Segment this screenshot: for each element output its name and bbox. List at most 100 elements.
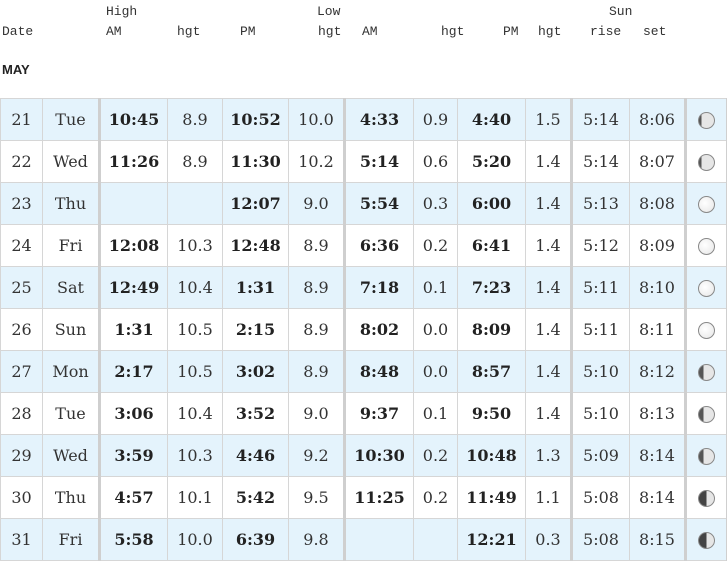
high-am-height-cell: 10.3 — [167, 434, 223, 477]
low-am-height-cell: 0.0 — [413, 308, 458, 351]
high-am-time-cell: 3:59 — [98, 434, 168, 477]
header-low-pm-hgt: hgt — [538, 24, 562, 39]
header-low-am-hgt: hgt — [441, 24, 465, 39]
moon-phase-cell — [684, 392, 727, 435]
sunrise-cell: 5:14 — [570, 140, 630, 183]
tide-table-header: High Low Sun Date AM hgt PM hgt AM hgt P… — [0, 0, 727, 95]
high-pm-time-cell: 12:48 — [222, 224, 289, 267]
sunset-cell: 8:07 — [629, 140, 686, 183]
high-am-height-cell: 10.1 — [167, 476, 223, 519]
low-pm-time-cell: 4:40 — [457, 98, 526, 141]
day-cell: Thu — [42, 182, 100, 225]
day-cell: Tue — [42, 98, 100, 141]
table-row: 25 Sat 12:49 10.4 1:31 8.9 7:18 0.1 7:23 1.4 5:11 8… — [0, 266, 727, 309]
half-moon-icon — [698, 490, 715, 507]
high-pm-height-cell: 8.9 — [288, 224, 345, 267]
full-moon-icon — [698, 280, 715, 297]
sunset-cell: 8:13 — [629, 392, 686, 435]
low-pm-height-cell: 1.1 — [525, 476, 572, 519]
high-am-height-cell: 10.3 — [167, 224, 223, 267]
low-am-height-cell: 0.9 — [413, 98, 458, 141]
moon-phase-cell — [684, 308, 727, 351]
low-am-height-cell: 0.2 — [413, 224, 458, 267]
high-am-height-cell: 8.9 — [167, 140, 223, 183]
low-pm-time-cell: 8:09 — [457, 308, 526, 351]
low-am-time-cell: 4:33 — [343, 98, 414, 141]
high-pm-height-cell: 9.2 — [288, 434, 345, 477]
day-cell: Sat — [42, 266, 100, 309]
day-cell: Sun — [42, 308, 100, 351]
header-date: Date — [2, 24, 34, 39]
high-pm-height-cell: 8.9 — [288, 350, 345, 393]
low-pm-time-cell: 5:20 — [457, 140, 526, 183]
low-am-height-cell: 0.0 — [413, 350, 458, 393]
sunrise-cell: 5:08 — [570, 476, 630, 519]
day-cell: Wed — [42, 434, 100, 477]
low-am-time-cell: 5:54 — [343, 182, 414, 225]
sunrise-cell: 5:10 — [570, 392, 630, 435]
low-pm-height-cell: 1.4 — [525, 140, 572, 183]
day-cell: Mon — [42, 350, 100, 393]
low-pm-height-cell: 1.4 — [525, 308, 572, 351]
high-am-time-cell: 5:58 — [98, 518, 168, 561]
high-pm-time-cell: 10:52 — [222, 98, 289, 141]
low-am-height-cell: 0.1 — [413, 392, 458, 435]
sunset-cell: 8:14 — [629, 434, 686, 477]
sunrise-cell: 5:08 — [570, 518, 630, 561]
moon-phase-cell — [684, 350, 727, 393]
high-am-time-cell: 12:08 — [98, 224, 168, 267]
moon-phase-cell — [684, 140, 727, 183]
high-am-time-cell: 4:57 — [98, 476, 168, 519]
high-pm-height-cell: 10.0 — [288, 98, 345, 141]
waxing-gibbous-icon — [698, 364, 715, 381]
date-cell: 27 — [0, 350, 43, 393]
date-cell: 24 — [0, 224, 43, 267]
header-high: High — [106, 4, 138, 19]
low-am-time-cell: 10:30 — [343, 434, 414, 477]
low-am-height-cell: 0.6 — [413, 140, 458, 183]
high-am-time-cell: 2:17 — [98, 350, 168, 393]
header-sun-rise: rise — [590, 24, 622, 39]
tide-table: 21 Tue 10:45 8.9 10:52 10.0 4:33 0.9 4:40 1.5 5:14… — [0, 98, 727, 561]
moon-phase-cell — [684, 224, 727, 267]
full-moon-icon — [698, 322, 715, 339]
sunset-cell: 8:08 — [629, 182, 686, 225]
low-pm-time-cell: 10:48 — [457, 434, 526, 477]
header-high-pm: PM — [240, 24, 256, 39]
low-am-height-cell: 0.2 — [413, 434, 458, 477]
sunrise-cell: 5:11 — [570, 308, 630, 351]
high-am-height-cell — [167, 182, 223, 225]
high-pm-time-cell: 12:07 — [222, 182, 289, 225]
low-am-height-cell: 0.1 — [413, 266, 458, 309]
high-am-height-cell: 8.9 — [167, 98, 223, 141]
table-row: 23 Thu 12:07 9.0 5:54 0.3 6:00 1.4 5:13 8:08 — [0, 182, 727, 225]
waning-gibbous-icon — [698, 112, 715, 129]
low-pm-height-cell: 1.4 — [525, 350, 572, 393]
high-pm-time-cell: 3:52 — [222, 392, 289, 435]
sunrise-cell: 5:14 — [570, 98, 630, 141]
table-row: 29 Wed 3:59 10.3 4:46 9.2 10:30 0.2 10:48 1.3 5:09… — [0, 434, 727, 477]
table-row: 31 Fri 5:58 10.0 6:39 9.8 12:21 0.3 5:08 8:15 — [0, 518, 727, 561]
high-pm-height-cell: 10.2 — [288, 140, 345, 183]
sunrise-cell: 5:09 — [570, 434, 630, 477]
date-cell: 29 — [0, 434, 43, 477]
high-am-height-cell: 10.4 — [167, 266, 223, 309]
sunrise-cell: 5:10 — [570, 350, 630, 393]
table-row: 30 Thu 4:57 10.1 5:42 9.5 11:25 0.2 11:49 1.1 5:08… — [0, 476, 727, 519]
waning-gibbous-icon — [698, 154, 715, 171]
low-am-time-cell: 8:02 — [343, 308, 414, 351]
low-pm-height-cell: 1.4 — [525, 266, 572, 309]
low-am-time-cell: 11:25 — [343, 476, 414, 519]
date-cell: 22 — [0, 140, 43, 183]
low-am-time-cell: 8:48 — [343, 350, 414, 393]
full-moon-icon — [698, 196, 715, 213]
high-pm-height-cell: 8.9 — [288, 308, 345, 351]
low-am-time-cell: 9:37 — [343, 392, 414, 435]
low-pm-height-cell: 1.4 — [525, 392, 572, 435]
high-am-time-cell: 1:31 — [98, 308, 168, 351]
low-pm-time-cell: 7:23 — [457, 266, 526, 309]
sunset-cell: 8:11 — [629, 308, 686, 351]
high-am-time-cell: 3:06 — [98, 392, 168, 435]
header-high-pm-hgt: hgt — [318, 24, 342, 39]
date-cell: 25 — [0, 266, 43, 309]
